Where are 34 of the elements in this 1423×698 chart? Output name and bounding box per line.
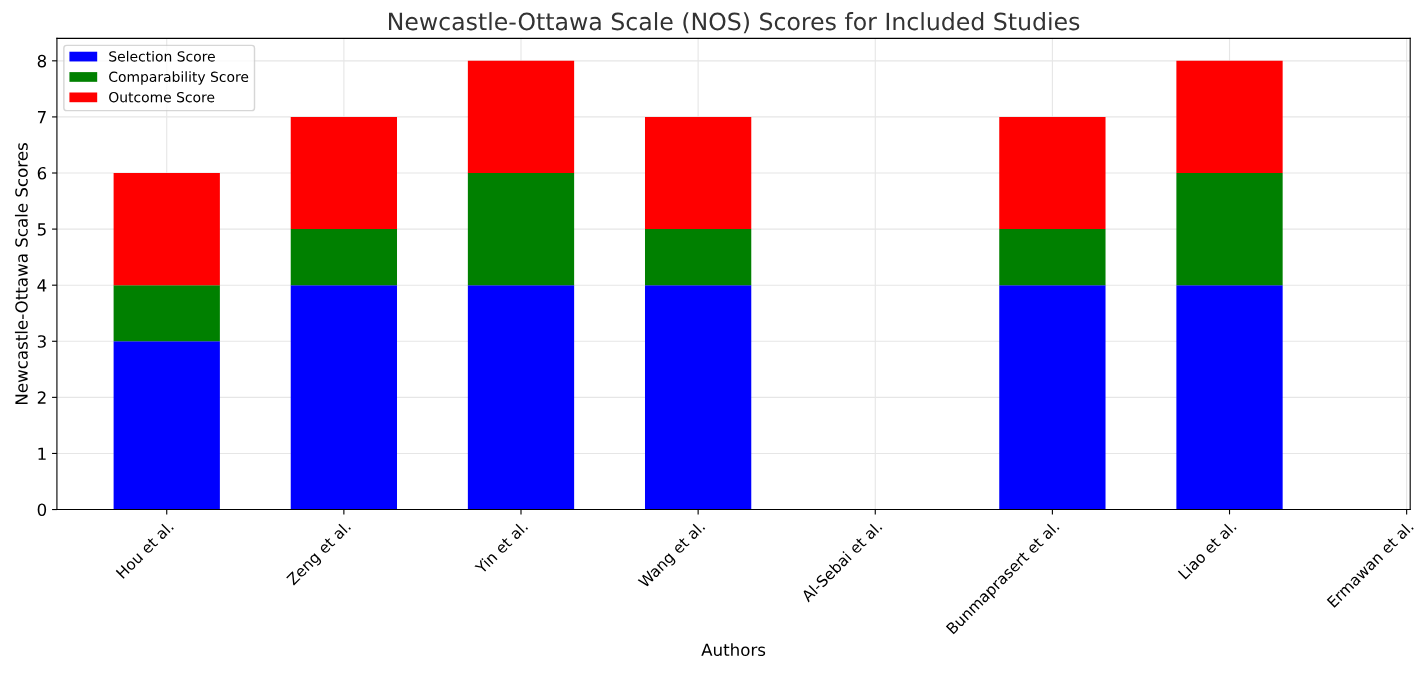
legend-label: Selection Score xyxy=(109,50,215,62)
bar xyxy=(999,229,1106,286)
x-axis-title: Authors xyxy=(701,643,766,657)
bar xyxy=(644,116,752,230)
bar xyxy=(644,285,752,510)
bar xyxy=(113,341,220,510)
y-tick-label: 8 xyxy=(37,54,47,68)
bar xyxy=(999,116,1106,230)
y-tick-label: 6 xyxy=(37,166,47,180)
y-tick-label: 0 xyxy=(37,503,47,517)
bar xyxy=(999,285,1106,510)
bar xyxy=(1176,60,1283,173)
y-tick-label: 1 xyxy=(38,447,46,460)
bar xyxy=(467,60,575,173)
legend-label: Comparability Score xyxy=(109,71,249,85)
legend-label: Outcome Score xyxy=(109,91,215,103)
bar xyxy=(113,285,220,342)
bar xyxy=(644,229,752,286)
bar xyxy=(1176,173,1283,286)
chart-title: Newcastle-Ottawa Scale (NOS) Scores for Included Studies xyxy=(389,12,1080,34)
bar xyxy=(290,229,398,286)
bar xyxy=(467,285,575,510)
bar xyxy=(290,116,398,230)
y-tick-label: 4 xyxy=(37,279,47,292)
y-tick-label: 2 xyxy=(37,391,46,404)
y-axis-title: Newcastle-Ottawa Scale Scores xyxy=(14,143,28,404)
bar xyxy=(290,285,398,510)
bar xyxy=(113,173,220,286)
x-tick-label: Yin et al. xyxy=(474,520,529,575)
bar xyxy=(467,173,575,286)
y-tick-label: 3 xyxy=(37,335,46,348)
y-tick-label: 5 xyxy=(37,223,46,236)
bar xyxy=(1176,285,1283,510)
y-tick-label: 7 xyxy=(37,111,46,124)
